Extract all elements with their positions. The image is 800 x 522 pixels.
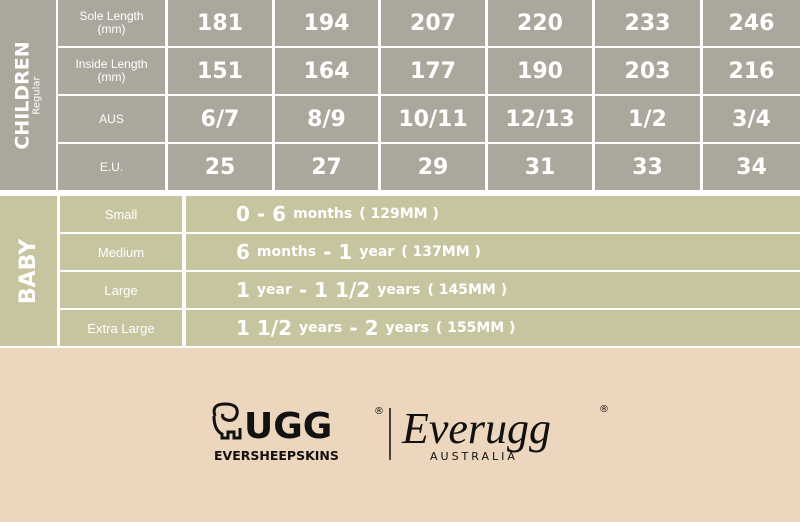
logo: UGG ® EVERSHEEPSKINS Everugg ® AUSTRALIA [212,402,609,463]
size-part: ( 137MM ) [401,244,481,260]
cell: 181 [168,0,272,46]
row-label: Small [60,196,182,232]
row-label: AUS [58,96,165,142]
size-part: years [377,282,421,298]
cell: 1/2 [595,96,700,142]
size-part: - 1 [323,240,353,264]
logo-icon [212,402,242,440]
cell: 10/11 [381,96,485,142]
row-label: Extra Large [60,310,182,346]
cell: 177 [381,48,485,94]
size-part: months [256,244,317,260]
section-title-wrap: BABY [16,238,41,303]
size-part: 1 [236,278,250,302]
registered: ® [599,404,609,415]
cell: 6/7 [168,96,272,142]
size-part: - 1 1/2 [298,278,371,302]
size-part: months [293,206,353,222]
section-title: BABY [16,238,42,304]
cell: 25 [168,144,272,190]
section-subtitle: Regular [31,75,43,115]
cell: 194 [275,0,378,46]
cell: 151 [168,48,272,94]
registered: ® [374,406,384,417]
cell: 31 [488,144,592,190]
row-label: Inside Length (mm) [58,48,165,94]
size-part: ( 145MM ) [427,282,508,298]
brand2: Everugg [401,404,551,453]
size-value: 0 - 6 months ( 129MM ) [186,196,800,232]
size-value: 1 1/2 years - 2 years ( 155MM ) [186,310,800,346]
cell: 207 [381,0,485,46]
cell: 164 [275,48,378,94]
cell: 8/9 [275,96,378,142]
footer: UGG ® EVERSHEEPSKINS Everugg ® AUSTRALIA [0,348,800,522]
size-part: years [299,320,343,336]
row-label: Large [60,272,182,308]
brand: UGG [244,406,332,447]
size-part: - 2 [349,316,379,340]
cell: 216 [703,48,800,94]
cell: 29 [381,144,485,190]
size-value: 1 year - 1 1/2 years ( 145MM ) [186,272,800,308]
size-part: 6 [236,240,250,264]
size-value: 6 months - 1 year ( 137MM ) [186,234,800,270]
size-part: years [385,320,429,336]
size-part: 0 - 6 [236,202,287,226]
section-title: CHILDREN [11,40,34,150]
row-label: Medium [60,234,182,270]
size-part: 1 1/2 [236,316,293,340]
cell: 33 [595,144,700,190]
size-part: ( 129MM ) [359,206,439,222]
section-title-wrap: CHILDREN Regular [11,40,43,150]
section-label: CHILDREN Regular [0,0,56,190]
cell: 203 [595,48,700,94]
row-label: Sole Length (mm) [58,0,165,46]
size-part: ( 155MM ) [435,320,516,336]
cell: 220 [488,0,592,46]
tagline: EVERSHEEPSKINS [214,448,339,463]
cell: 12/13 [488,96,592,142]
size-part: year [359,244,395,260]
cell: 34 [703,144,800,190]
section-label: BABY [0,196,57,346]
cell: 27 [275,144,378,190]
size-part: year [256,282,292,298]
cell: 246 [703,0,800,46]
tagline2: AUSTRALIA [430,450,518,463]
cell: 233 [595,0,700,46]
cell: 190 [488,48,592,94]
row-label: E.U. [58,144,165,190]
cell: 3/4 [703,96,800,142]
